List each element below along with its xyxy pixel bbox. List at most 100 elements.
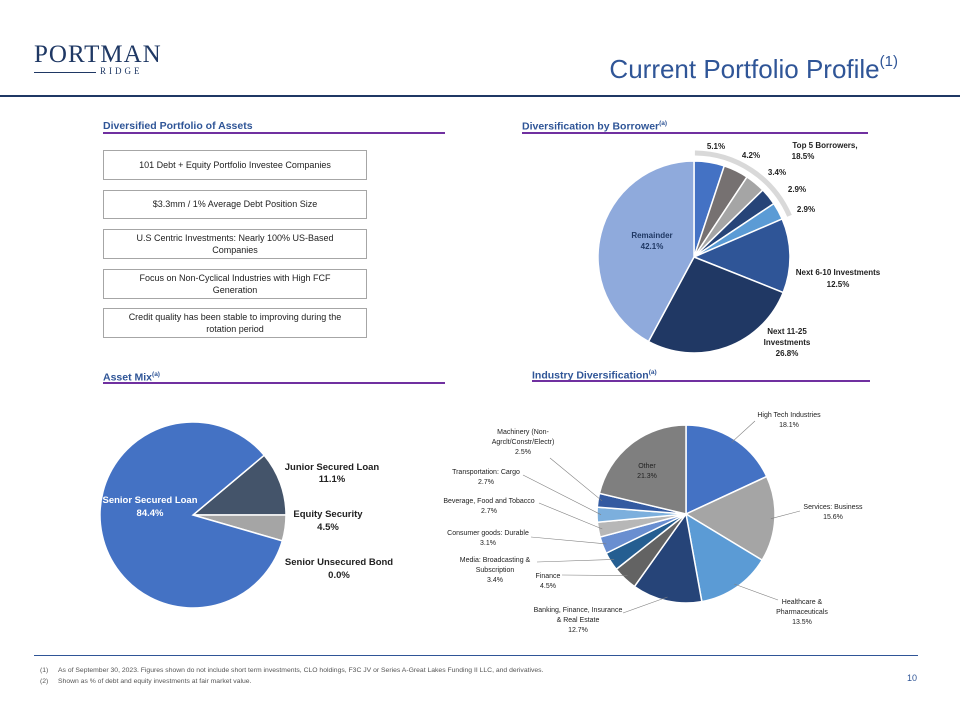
data-label: 2.7% (478, 479, 494, 486)
data-label: Transportation: Cargo (452, 469, 520, 476)
header-rule (0, 95, 960, 97)
data-label: Junior Secured Loan (285, 462, 380, 473)
top5-bracket (694, 150, 792, 217)
footer-rule (34, 655, 918, 656)
leader-line (549, 457, 603, 502)
highlight-box: Focus on Non-Cyclical Industries with Hi… (103, 269, 367, 299)
leader-line (538, 502, 603, 530)
data-label: 2.9% (797, 205, 815, 214)
data-label: 12.5% (827, 280, 850, 289)
data-label: 11.1% (319, 474, 346, 485)
data-label: Equity Security (293, 509, 363, 520)
page-title-note: (1) (879, 53, 898, 71)
section-title-borrower-text: Diversification by Borrower (522, 120, 660, 133)
data-label: Remainder (631, 231, 672, 240)
section-title-borrower: Diversification by Borrower(a) (522, 120, 667, 133)
pie-slice (597, 160, 695, 343)
pie-slice (190, 454, 287, 516)
data-label: 12.7% (568, 627, 588, 634)
footnote: (2) Shown as % of debt and equity investm… (40, 678, 251, 685)
data-label: Next 11-25 (767, 327, 807, 336)
data-label: 18.1% (779, 422, 799, 429)
section-rule-asset-mix (103, 382, 445, 384)
footnote-number: (1) (40, 667, 49, 674)
highlight-box: Credit quality has been stable to improv… (103, 308, 367, 338)
section-title-borrower-note: (a) (659, 120, 668, 127)
data-label: Next 6-10 Investments (796, 268, 881, 277)
data-label: Machinery (Non- (497, 429, 549, 436)
section-title-industry-note: (a) (648, 369, 657, 376)
pie-slice (598, 424, 687, 515)
leader-line (561, 574, 628, 576)
page-title: Current Portfolio Profile(1) (609, 53, 898, 84)
pie-slice (684, 512, 764, 603)
data-label: Other (638, 463, 656, 470)
leader-line (731, 420, 756, 443)
data-label: Beverage, Food and Tobacco (443, 498, 534, 505)
data-label: 26.8% (776, 349, 799, 358)
data-label: 2.9% (788, 185, 806, 194)
data-label: Investments (764, 338, 811, 347)
data-label: 13.5% (792, 619, 812, 626)
pie-slice (647, 256, 785, 354)
leader-line (622, 596, 668, 614)
data-label: 3.4% (768, 168, 786, 177)
data-label: Finance (536, 573, 561, 580)
data-label: Senior Unsecured Bond (285, 557, 393, 568)
data-label: 21.3% (637, 473, 657, 480)
section-title-asset-mix-text: Asset Mix (103, 371, 153, 384)
data-label: Services: Business (803, 504, 863, 511)
data-label: Media: Broadcasting & (460, 557, 531, 564)
page-title-text: Current Portfolio Profile (609, 54, 880, 84)
data-label: Subscription (476, 567, 515, 574)
industry-pie-chart: High Tech Industries 18.1% Services: Busin… (443, 412, 863, 634)
data-label: 3.4% (487, 577, 503, 584)
data-label: Banking, Finance, Insurance (534, 607, 623, 614)
leader-line (522, 474, 602, 515)
data-label: High Tech Industries (757, 412, 821, 419)
highlight-box: 101 Debt + Equity Portfolio Investee Com… (103, 150, 367, 180)
data-label: 18.5% (792, 152, 815, 161)
pie-slice (684, 475, 776, 562)
logo-subtitle: RIDGE (100, 66, 143, 76)
section-title-assets: Diversified Portfolio of Assets (103, 120, 253, 132)
data-label: Consumer goods: Durable (447, 530, 529, 537)
highlight-box: $3.3mm / 1% Average Debt Position Size (103, 190, 367, 219)
data-label: 2.7% (481, 508, 497, 515)
data-label: 4.5% (317, 522, 339, 533)
leader-line (536, 559, 615, 563)
section-rule-borrower (522, 132, 868, 134)
section-rule-assets (103, 132, 445, 134)
section-title-asset-mix: Asset Mix(a) (103, 371, 160, 384)
data-label: 3.1% (480, 540, 496, 547)
page-number: 10 (906, 673, 917, 683)
data-label: Pharmaceuticals (776, 609, 828, 616)
data-label: 42.1% (641, 242, 664, 251)
data-label: Healthcare & (782, 599, 823, 606)
footnote-text: As of September 30, 2023. Figures shown … (58, 667, 544, 674)
data-label: Agrclt/Constr/Electr) (492, 439, 555, 446)
pie-slice (692, 217, 791, 294)
section-title-industry-text: Industry Diversification (532, 369, 649, 382)
data-label: & Real Estate (557, 617, 600, 624)
leader-line (734, 583, 779, 601)
data-label: 15.6% (823, 514, 843, 521)
logo-divider (34, 72, 96, 73)
data-label: Top 5 Borrowers, (792, 141, 857, 150)
data-label: 84.4% (137, 508, 164, 519)
footnote-text: Shown as % of debt and equity investment… (58, 678, 252, 685)
leader-line (770, 510, 801, 519)
data-label: Senior Secured Loan (102, 495, 197, 506)
section-rule-industry (532, 380, 870, 382)
logo-wordmark: PORTMAN (34, 41, 162, 68)
borrower-pie-chart: 5.1%4.2%3.4%2.9%2.9%Top 5 Borrowers,18.5… (597, 141, 881, 358)
data-label: 2.5% (515, 449, 531, 456)
pie-slice (685, 424, 768, 516)
pie-slice (99, 421, 284, 609)
footnote: (1) As of September 30, 2023. Figures sho… (40, 667, 543, 674)
highlight-box: U.S Centric Investments: Nearly 100% US-… (103, 229, 367, 259)
data-label: 4.2% (742, 151, 760, 160)
pie-slice (633, 512, 703, 604)
